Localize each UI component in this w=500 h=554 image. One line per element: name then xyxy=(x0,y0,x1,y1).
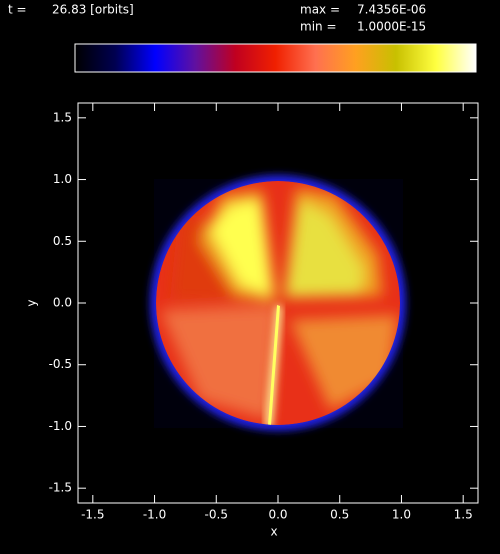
x-tick-label: 1.0 xyxy=(392,508,411,522)
y-tick-label: -1.0 xyxy=(49,419,72,433)
y-tick-label: -0.5 xyxy=(49,357,72,371)
x-tick-label: 0.5 xyxy=(330,508,349,522)
x-axis-label: x xyxy=(270,525,277,539)
max-label: max = xyxy=(300,3,340,17)
density-field xyxy=(150,175,406,431)
max-value: 7.4356E-06 xyxy=(357,3,426,17)
y-tick-label: 0.0 xyxy=(53,296,72,310)
min-value: 1.0000E-15 xyxy=(357,20,426,34)
min-label: min = xyxy=(300,20,337,34)
x-tick-label: -0.5 xyxy=(205,508,228,522)
x-tick-label: -1.5 xyxy=(81,508,104,522)
y-tick-label: -1.5 xyxy=(49,481,72,495)
colorbar xyxy=(74,43,477,73)
x-tick-label: -1.0 xyxy=(143,508,166,522)
x-tick-label: 0.0 xyxy=(268,508,287,522)
time-value: 26.83 [orbits] xyxy=(52,3,134,17)
y-axis-label: y xyxy=(25,299,39,306)
x-tick-label: 1.5 xyxy=(454,508,473,522)
y-tick-label: 1.5 xyxy=(53,110,72,124)
time-label: t = xyxy=(8,3,27,17)
y-tick-label: 1.0 xyxy=(53,172,72,186)
y-tick-label: 0.5 xyxy=(53,234,72,248)
